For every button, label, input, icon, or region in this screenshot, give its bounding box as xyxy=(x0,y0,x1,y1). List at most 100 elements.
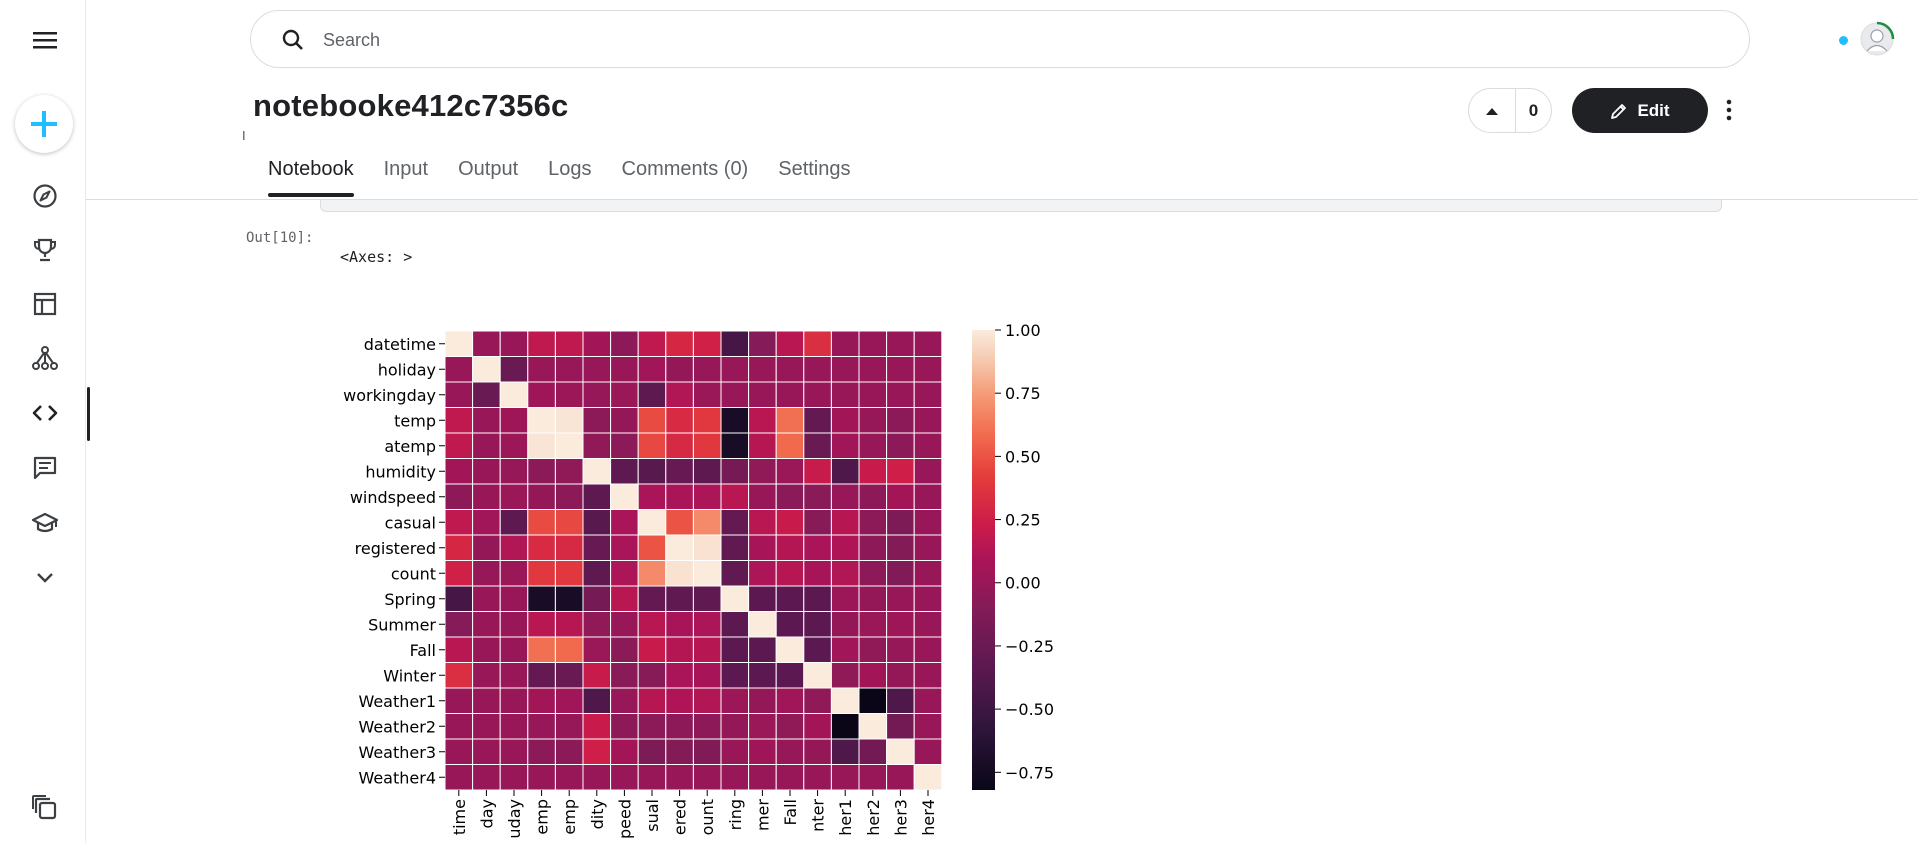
heatmap-cell xyxy=(499,407,529,434)
tabs-divider xyxy=(86,199,1918,200)
heatmap-cell xyxy=(472,458,501,485)
heatmap-cells xyxy=(444,330,943,791)
comment-icon[interactable] xyxy=(19,442,71,494)
heatmap-cell xyxy=(665,407,694,434)
heatmap-cell xyxy=(692,458,722,485)
compass-icon[interactable] xyxy=(19,170,71,222)
heatmap-cell xyxy=(775,687,805,714)
tab-logs[interactable]: Logs xyxy=(548,158,592,180)
tab-settings[interactable]: Settings xyxy=(778,158,851,180)
heatmap-cell xyxy=(913,407,943,434)
heatmap-cell xyxy=(720,611,750,638)
heatmap-cell xyxy=(803,330,832,357)
heatmap-cell xyxy=(665,534,694,561)
heatmap-cell xyxy=(582,381,612,408)
heatmap-cell xyxy=(803,713,832,740)
heatmap-cell xyxy=(692,483,722,510)
heatmap-cell xyxy=(527,356,556,383)
upvote-button[interactable] xyxy=(1469,89,1516,132)
heatmap-cell xyxy=(499,764,529,791)
heatmap-cell xyxy=(527,407,556,434)
heatmap-cell xyxy=(913,662,943,689)
heatmap-cell xyxy=(527,458,556,485)
tab-notebook[interactable]: Notebook xyxy=(268,158,354,197)
heatmap-cell xyxy=(610,560,639,587)
heatmap-cell xyxy=(858,534,888,561)
heatmap-cell xyxy=(748,509,777,536)
copy-icon[interactable] xyxy=(19,782,71,834)
heatmap-cell xyxy=(444,330,474,357)
heatmap-cell xyxy=(665,483,694,510)
table-icon[interactable] xyxy=(19,278,71,330)
tab-output[interactable]: Output xyxy=(458,158,519,180)
heatmap-cell xyxy=(582,432,612,459)
heatmap-cell xyxy=(858,713,888,740)
heatmap-cell xyxy=(665,585,694,612)
search-bar[interactable] xyxy=(250,10,1750,68)
heatmap-cell xyxy=(775,381,805,408)
colorbar-tick-label: −0.25 xyxy=(1005,637,1054,656)
row-label: temp xyxy=(394,411,436,430)
heatmap-cell xyxy=(527,483,556,510)
search-icon xyxy=(282,29,303,50)
heatmap-cell xyxy=(527,636,556,663)
heatmap-cell xyxy=(858,611,888,638)
school-icon[interactable] xyxy=(19,497,71,549)
heatmap-cell xyxy=(913,738,943,765)
column-label: ered xyxy=(671,799,690,835)
more-options-button[interactable] xyxy=(1709,90,1749,130)
heatmap-cell xyxy=(582,509,612,536)
heatmap-cell xyxy=(830,636,860,663)
heatmap-cell xyxy=(858,483,888,510)
trophy-icon[interactable] xyxy=(19,224,71,276)
chevron-down-icon[interactable] xyxy=(19,552,71,604)
heatmap-cell xyxy=(692,662,722,689)
colorbar-tick-label: 0.75 xyxy=(1005,384,1041,403)
heatmap-cell xyxy=(692,407,722,434)
heatmap-cell xyxy=(554,534,584,561)
heatmap-cell xyxy=(803,687,832,714)
heatmap-cell xyxy=(527,662,556,689)
heatmap-cell xyxy=(858,636,888,663)
heatmap-cell xyxy=(886,662,915,689)
heatmap-cell xyxy=(444,585,474,612)
tab-input[interactable]: Input xyxy=(383,158,429,180)
models-icon[interactable] xyxy=(19,332,71,384)
heatmap-cell xyxy=(830,534,860,561)
more-vert-icon xyxy=(1726,99,1732,121)
search-input[interactable] xyxy=(321,25,1675,55)
heatmap-cell xyxy=(720,407,750,434)
code-icon[interactable] xyxy=(19,387,90,441)
row-label: Weather1 xyxy=(358,692,436,711)
heatmap-cell xyxy=(720,687,750,714)
heatmap-cell xyxy=(610,636,639,663)
menu-icon[interactable] xyxy=(19,14,71,66)
heatmap-cell xyxy=(858,687,888,714)
heatmap-cell xyxy=(720,764,750,791)
heatmap-cell xyxy=(803,381,832,408)
caret-up-icon xyxy=(1486,107,1498,115)
heatmap-cell xyxy=(472,687,501,714)
heatmap-cell xyxy=(554,458,584,485)
tab-comments[interactable]: Comments (0) xyxy=(621,158,749,180)
heatmap-cell xyxy=(775,330,805,357)
heatmap-cell xyxy=(499,713,529,740)
heatmap-cell xyxy=(554,713,584,740)
avatar[interactable] xyxy=(1858,20,1896,58)
plus-icon xyxy=(31,111,57,137)
heatmap-cell xyxy=(886,687,915,714)
heatmap-cell xyxy=(886,509,915,536)
edit-button[interactable]: Edit xyxy=(1572,88,1708,133)
column-label: day xyxy=(477,799,496,828)
heatmap-cell xyxy=(499,483,529,510)
tab-bar: Notebook Input Output Logs Comments (0) … xyxy=(268,158,851,197)
heatmap-cell xyxy=(637,432,667,459)
heatmap-cell xyxy=(748,687,777,714)
heatmap-cell xyxy=(748,407,777,434)
heatmap-cell xyxy=(720,509,750,536)
heatmap-cell xyxy=(692,738,722,765)
heatmap-cell xyxy=(554,407,584,434)
heatmap-cell xyxy=(499,585,529,612)
create-button[interactable] xyxy=(15,95,73,153)
heatmap-cell xyxy=(637,687,667,714)
